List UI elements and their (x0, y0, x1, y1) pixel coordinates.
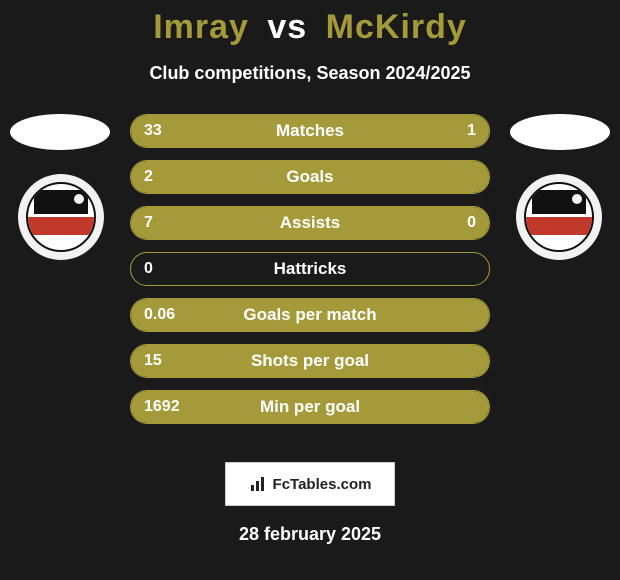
brand-text: FcTables.com (273, 476, 372, 493)
stat-bar: Assists70 (130, 206, 490, 240)
bar-fill-left (131, 345, 489, 377)
player1-name: Imray (153, 8, 249, 46)
chart-icon (249, 475, 267, 493)
bar-track (130, 390, 490, 424)
stat-bar: Shots per goal15 (130, 344, 490, 378)
bar-track (130, 114, 490, 148)
stat-bar: Min per goal1692 (130, 390, 490, 424)
subtitle: Club competitions, Season 2024/2025 (0, 63, 620, 84)
stat-bar: Matches331 (130, 114, 490, 148)
player2-name: McKirdy (326, 8, 467, 46)
bar-fill-left (131, 161, 489, 193)
flag-left (10, 114, 110, 150)
flag-right (510, 114, 610, 150)
title-row: Imray vs McKirdy (0, 0, 620, 47)
bar-fill-right (400, 115, 490, 147)
brand-badge[interactable]: FcTables.com (225, 462, 395, 506)
bar-track (130, 298, 490, 332)
date-text: 28 february 2025 (0, 524, 620, 545)
bars-container: Matches331 Goals2 Assists70 Hattricks0 Goals… (130, 114, 490, 436)
title-vs: vs (259, 8, 315, 46)
stat-bar: Goals2 (130, 160, 490, 194)
stat-bar: Goals per match0.06 (130, 298, 490, 332)
bar-fill-left (131, 207, 489, 239)
stat-bar: Hattricks0 (130, 252, 490, 286)
content-area: Matches331 Goals2 Assists70 Hattricks0 Goals… (0, 114, 620, 444)
bar-fill-left (131, 299, 489, 331)
bar-track (130, 252, 490, 286)
bar-fill-left (131, 391, 489, 423)
team-badge-left (18, 174, 104, 260)
bar-track (130, 160, 490, 194)
bar-track (130, 206, 490, 240)
bar-track (130, 344, 490, 378)
badge-graphic (26, 182, 96, 252)
badge-graphic (524, 182, 594, 252)
team-badge-right (516, 174, 602, 260)
bar-fill-left (131, 115, 400, 147)
